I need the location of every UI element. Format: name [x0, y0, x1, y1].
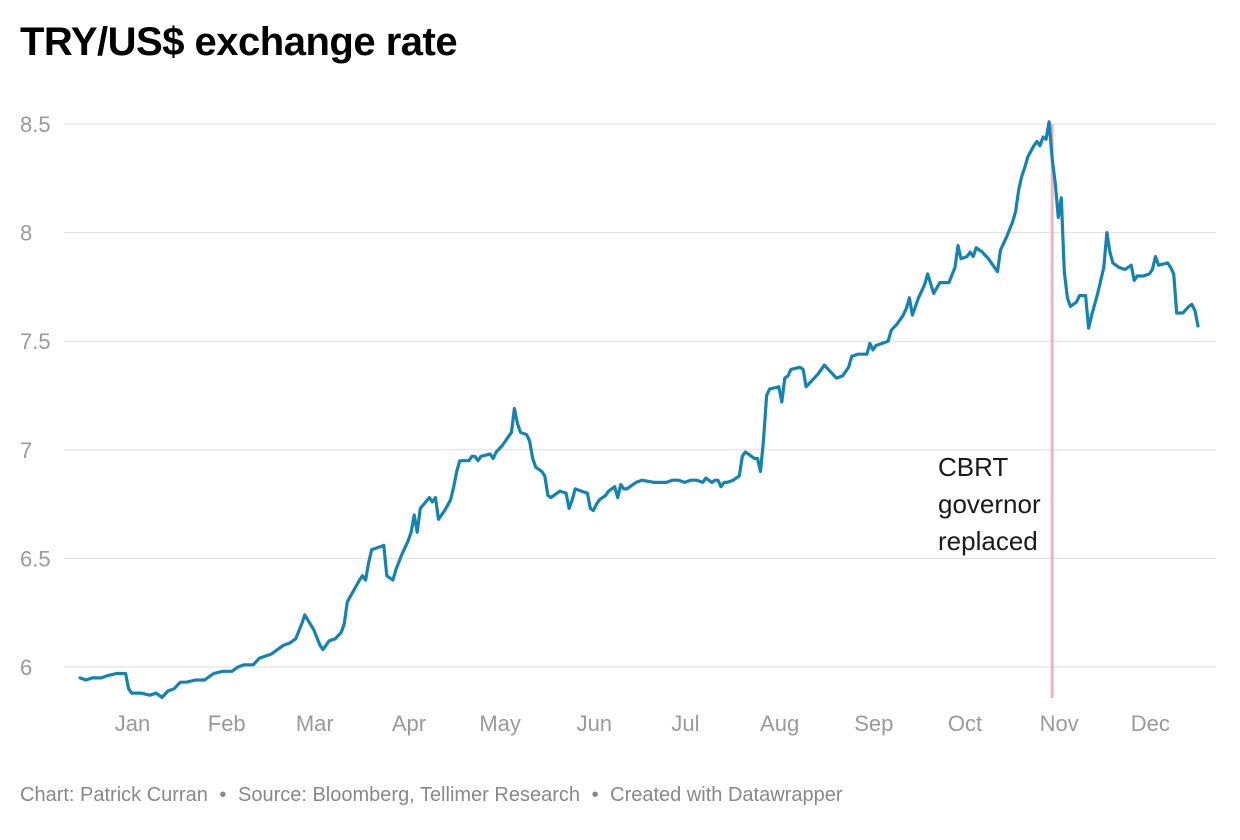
chart-created-with: Created with Datawrapper	[610, 784, 843, 806]
x-tick-label: Apr	[392, 711, 426, 736]
annotation-text: CBRT	[938, 452, 1008, 482]
chart-title: TRY/US$ exchange rate	[20, 20, 458, 64]
x-tick-label: May	[479, 711, 521, 736]
y-tick-label: 8	[20, 221, 32, 246]
annotation-text: governor	[938, 489, 1041, 519]
x-tick-label: Oct	[948, 711, 982, 736]
x-tick-label: Feb	[208, 711, 246, 736]
annotation-text: replaced	[938, 526, 1038, 556]
y-tick-label: 6.5	[20, 546, 51, 571]
y-axis-ticks: 6 6.5 7 7.5 8 8.5	[20, 112, 51, 680]
gridlines	[64, 123, 1216, 668]
line-chart: 6 6.5 7 7.5 8 8.5 Jan Feb Mar Apr May Jun Jul Aug Sep…	[20, 112, 1216, 736]
chart-credit: Chart: Patrick Curran	[20, 784, 208, 806]
x-tick-label: Dec	[1131, 711, 1170, 736]
chart-footer: Chart: Patrick Curran • Source: Bloomber…	[20, 784, 842, 807]
series-layer	[78, 120, 1200, 699]
x-tick-label: Jan	[115, 711, 150, 736]
y-tick-label: 7.5	[20, 329, 51, 354]
y-tick-label: 7	[20, 438, 32, 463]
footer-separator: •	[219, 784, 227, 806]
annotation-layer: CBRT governor replaced	[938, 124, 1054, 698]
footer-separator: •	[591, 784, 599, 806]
x-axis-ticks: Jan Feb Mar Apr May Jun Jul Aug Sep Oct Nov Dec	[115, 711, 1170, 736]
x-tick-label: Jul	[671, 711, 699, 736]
x-tick-label: Aug	[760, 711, 799, 736]
x-tick-label: Mar	[296, 711, 334, 736]
y-tick-label: 6	[20, 655, 32, 680]
chart-source: Source: Bloomberg, Tellimer Research	[237, 784, 580, 806]
x-tick-label: Nov	[1040, 711, 1079, 736]
x-tick-label: Jun	[577, 711, 612, 736]
y-tick-label: 8.5	[20, 112, 51, 137]
x-tick-label: Sep	[854, 711, 893, 736]
series-line-try-usd	[78, 120, 1200, 699]
